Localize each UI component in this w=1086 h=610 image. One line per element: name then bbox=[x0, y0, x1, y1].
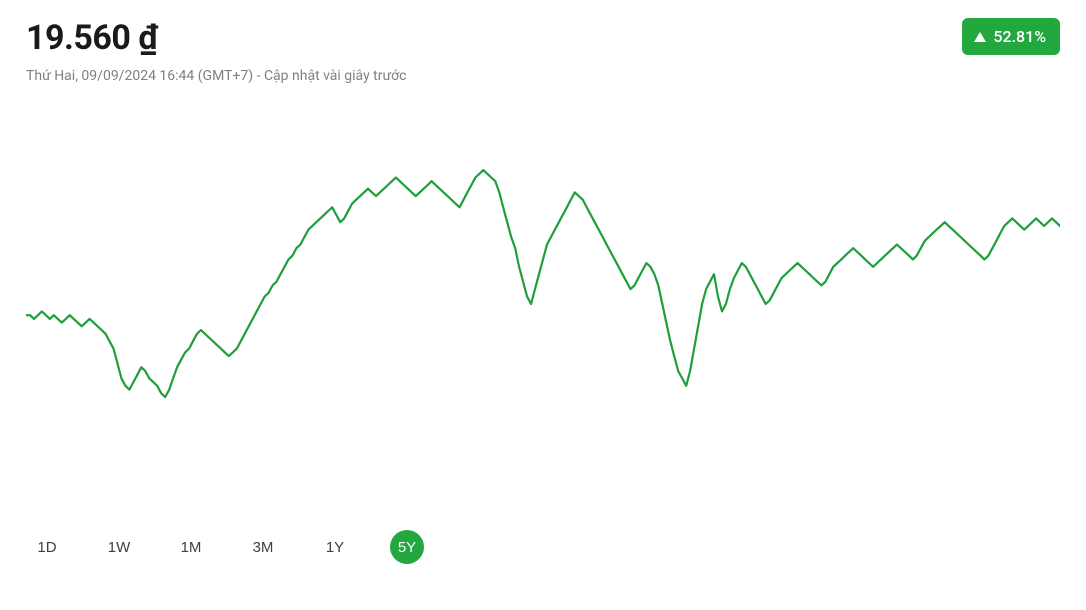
range-selector: 1D 1W 1M 3M 1Y 5Y bbox=[26, 530, 1060, 564]
price-value: 19.560 ₫ bbox=[26, 18, 406, 58]
timestamp-text: Thứ Hai, 09/09/2024 16:44 (GMT+7) - Cập … bbox=[26, 68, 406, 84]
range-button-5y[interactable]: 5Y bbox=[390, 530, 424, 564]
price-chart[interactable] bbox=[26, 114, 1060, 494]
change-percent: 52.81% bbox=[993, 27, 1046, 46]
price-block: 19.560 ₫ Thứ Hai, 09/09/2024 16:44 (GMT+… bbox=[26, 18, 406, 84]
range-button-1d[interactable]: 1D bbox=[30, 530, 64, 564]
range-button-1y[interactable]: 1Y bbox=[318, 530, 352, 564]
caret-up-icon bbox=[974, 32, 986, 42]
header-row: 19.560 ₫ Thứ Hai, 09/09/2024 16:44 (GMT+… bbox=[26, 18, 1060, 84]
range-button-1m[interactable]: 1M bbox=[174, 530, 208, 564]
range-button-1w[interactable]: 1W bbox=[102, 530, 136, 564]
price-chart-svg bbox=[26, 114, 1060, 494]
range-button-3m[interactable]: 3M bbox=[246, 530, 280, 564]
change-badge: 52.81% bbox=[962, 18, 1060, 55]
